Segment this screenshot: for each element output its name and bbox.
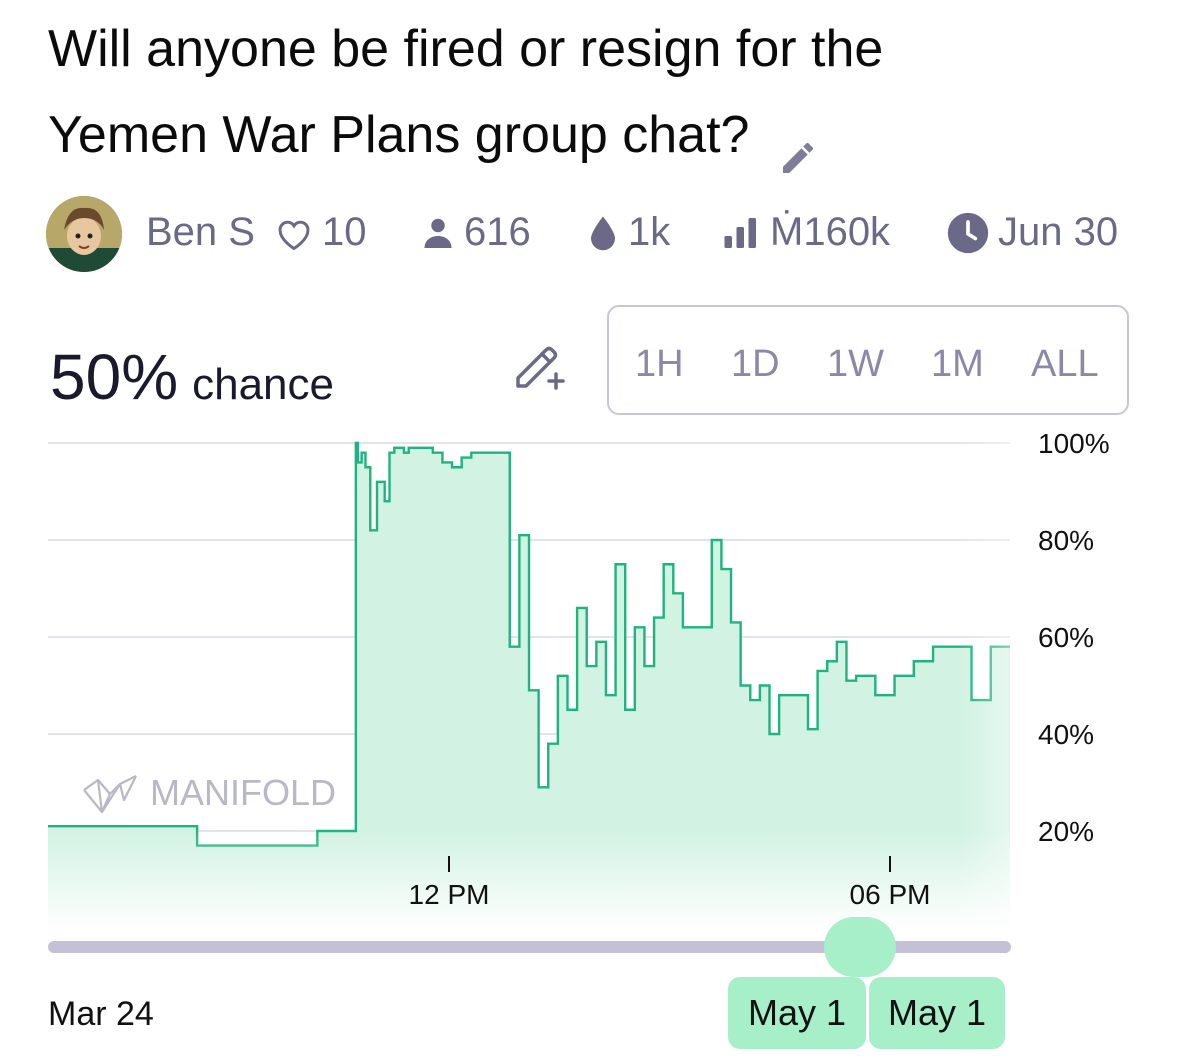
range-1w[interactable]: 1W [827,343,884,385]
y-tick-label: 40% [1038,719,1094,750]
clock-icon [947,212,989,253]
probability-value: 50% [50,341,179,413]
creator-name[interactable]: Ben S [146,210,255,255]
slider-start-date: Mar 24 [48,995,154,1033]
pencil-icon[interactable] [778,118,818,174]
liquidity[interactable]: 1k [586,210,670,255]
traders-count: 616 [464,210,531,254]
time-slider-handle[interactable] [824,917,896,977]
probability-line [48,441,1010,847]
heart-icon [278,220,310,250]
x-tick-label: 06 PM [850,879,931,910]
close-date[interactable]: Jun 30 [946,210,1118,255]
probability-chart[interactable]: 100% 80% 60% 40% 20% 12 PM 06 PM [0,420,1179,940]
avatar[interactable] [46,196,122,272]
bar-chart-icon [724,217,756,248]
market-title: Will anyone be fired or resign for the Y… [48,6,1048,178]
market-title-text: Will anyone be fired or resign for the Y… [48,20,884,164]
probability: 50% chance [50,340,334,414]
y-tick-label: 100% [1038,428,1110,459]
creator-name-text: Ben S [146,210,255,254]
slider-to-date[interactable]: May 1 [869,977,1005,1049]
user-icon [424,218,452,248]
y-tick-label: 60% [1038,622,1094,653]
x-tick-label: 12 PM [409,879,490,910]
y-tick-label: 20% [1038,816,1094,847]
volume[interactable]: Ṁ160k [720,210,890,255]
range-1d[interactable]: 1D [731,343,780,385]
range-all[interactable]: ALL [1031,343,1099,385]
volume-amount: Ṁ160k [770,210,891,254]
manifold-watermark: MANIFOLD [80,770,336,816]
slider-from-date[interactable]: May 1 [728,977,866,1049]
close-date-text: Jun 30 [998,210,1119,254]
liquidity-amount: 1k [628,210,671,254]
market-meta: Ben S 10 616 1k Ṁ160k Jun 30 [46,196,1139,276]
traders[interactable]: 616 [420,210,531,255]
add-bet-icon[interactable] [512,340,566,390]
likes-count: 10 [322,210,367,254]
y-tick-label: 80% [1038,525,1094,556]
watermark-text: MANIFOLD [150,772,337,813]
time-range-selector: 1H 1D 1W 1M ALL [607,305,1129,415]
likes[interactable]: 10 [274,210,367,255]
range-1m[interactable]: 1M [931,343,984,385]
droplet-icon [591,216,615,250]
time-slider-track[interactable] [48,941,1011,953]
probability-label: chance [192,360,334,409]
range-1h[interactable]: 1H [635,343,684,385]
manifold-logo-icon [83,775,137,814]
